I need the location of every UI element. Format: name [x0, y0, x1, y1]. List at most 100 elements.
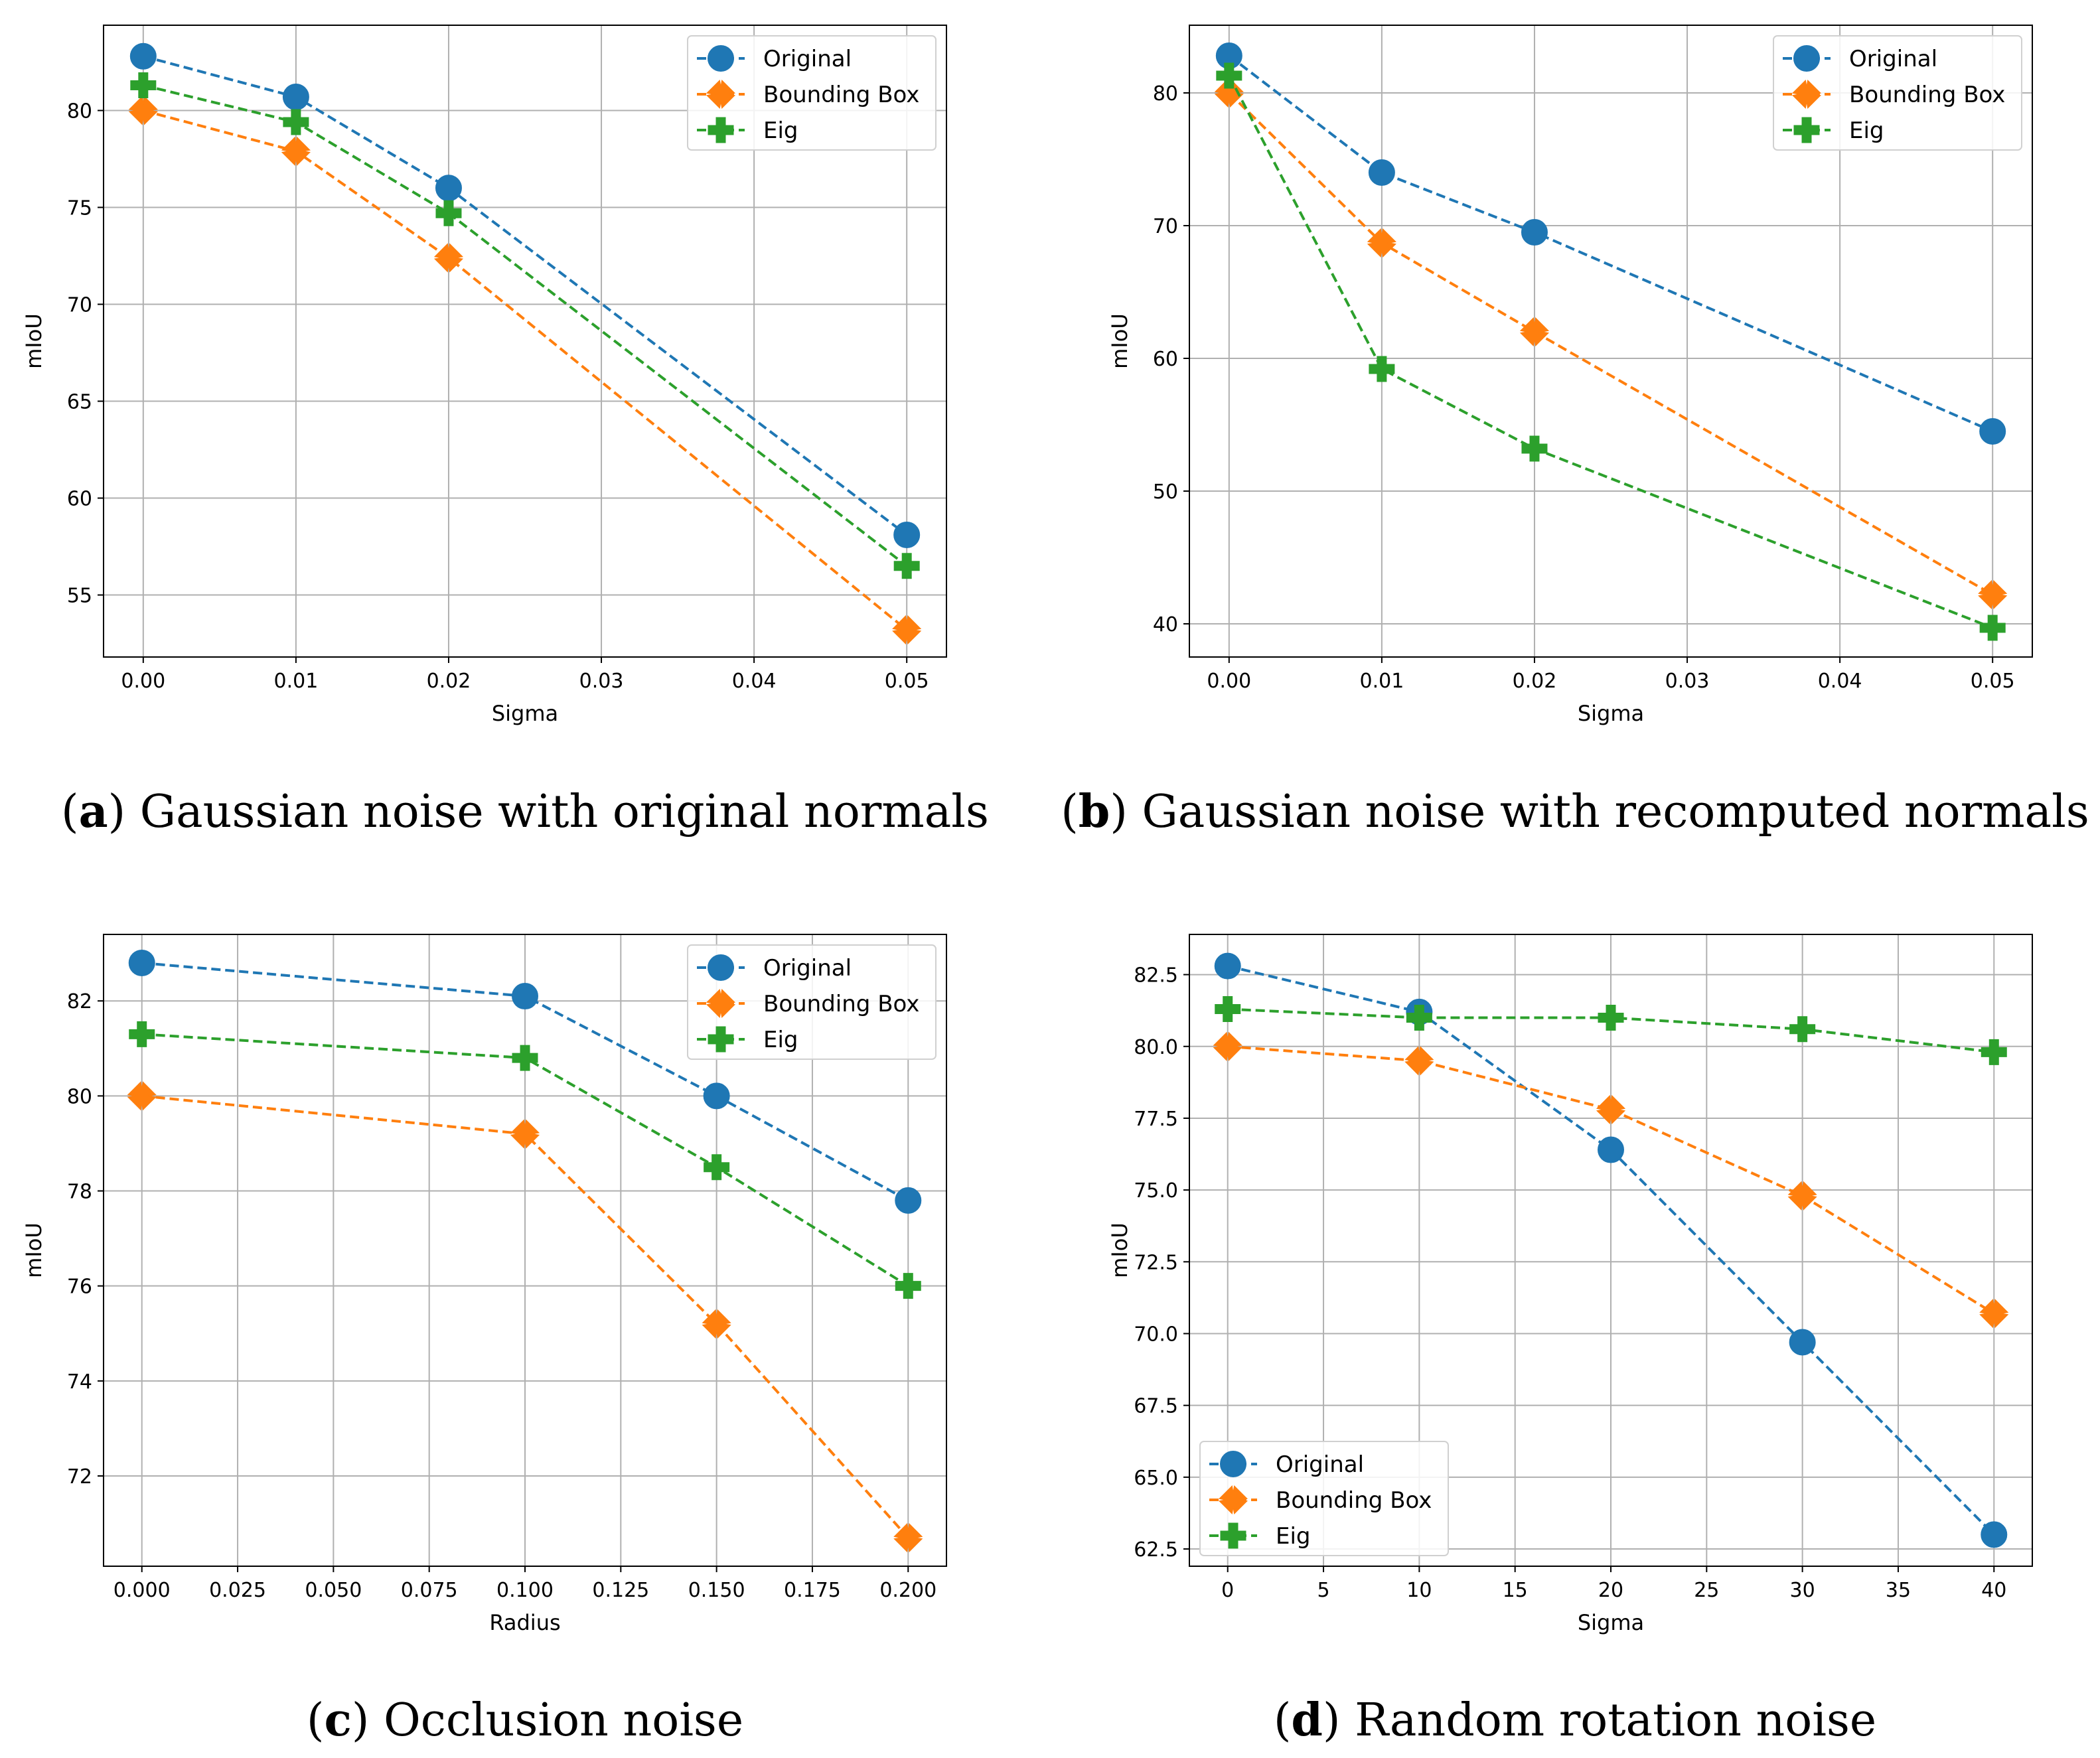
chart-a-series-0-point-3 — [893, 522, 921, 549]
chart-b-xtick-label-3: 0.03 — [1665, 670, 1710, 693]
chart-b-series-0-point-1 — [1368, 159, 1395, 186]
chart-a-series-2-line — [143, 84, 908, 567]
chart-d-series-0-point-2 — [1598, 1136, 1624, 1163]
chart-d-ytick-label-1: 65.0 — [1134, 1467, 1178, 1490]
caption-b-letter: b — [1078, 785, 1110, 838]
chart-a-xtick-label-1: 0.01 — [273, 670, 318, 693]
chart-c-series-0-point-2 — [703, 1082, 730, 1110]
chart-a-series-0-point-1 — [282, 84, 309, 111]
chart-a-legend-marker-0 — [708, 45, 734, 72]
chart-c-legend-marker-1 — [706, 988, 736, 1019]
chart-d-series-1-point-1 — [1404, 1046, 1434, 1076]
chart-b-ytick-label-1: 50 — [1153, 480, 1178, 504]
chart-d-series-2-point-1 — [1406, 1004, 1432, 1031]
chart-d-ytick-label-0: 62.5 — [1134, 1538, 1178, 1562]
chart-b-xtick-label-1: 0.01 — [1359, 670, 1404, 693]
chart-a-series-0-point-2 — [435, 175, 462, 202]
chart-b-xtick-label-4: 0.04 — [1818, 670, 1862, 693]
chart-c-xtick-label-2: 0.050 — [305, 1579, 362, 1602]
chart-d-ytick-label-7: 80.0 — [1134, 1036, 1178, 1059]
chart-b-xtick-label-5: 0.05 — [1971, 670, 2015, 693]
chart-a-legend-label-0: Original — [763, 46, 852, 72]
chart-c-series-1-point-1 — [510, 1119, 540, 1149]
chart-a-series-2-point-3 — [893, 553, 920, 579]
chart-a-series-1-point-2 — [433, 243, 464, 273]
chart-a-xtick-label-3: 0.03 — [579, 670, 624, 693]
chart-a-ytick-label-5: 80 — [67, 100, 92, 123]
chart-c-ytick-label-2: 76 — [67, 1276, 92, 1299]
chart-b-frame — [1189, 25, 2033, 658]
chart-c-frame — [103, 934, 947, 1567]
chart-b-ytick-label-3: 70 — [1153, 215, 1178, 238]
chart-d-legend-label-0: Original — [1276, 1451, 1364, 1478]
chart-b-series-1-point-1 — [1367, 228, 1396, 258]
chart-d-series-2-point-3 — [1789, 1016, 1816, 1043]
chart-d-legend: Original Bounding Box Eig — [1199, 1441, 1449, 1556]
chart-c-ytick-label-1: 74 — [67, 1370, 92, 1394]
chart-a-ytick-label-2: 65 — [67, 391, 92, 414]
chart-a-legend-label-1: Bounding Box — [763, 82, 919, 108]
chart-d-series-1-point-2 — [1596, 1094, 1626, 1125]
chart-c-series-1-point-0 — [127, 1081, 157, 1111]
chart-b-legend-label-0: Original — [1849, 46, 1937, 72]
chart-c-series-2-point-0 — [129, 1021, 155, 1047]
chart-c-legend-label-0: Original — [763, 955, 852, 982]
chart-c-ytick-label-5: 82 — [67, 990, 92, 1013]
chart-c-series-1-point-3 — [893, 1522, 923, 1553]
chart-c-series-2-point-3 — [895, 1273, 921, 1299]
chart-c-legend-marker-2 — [708, 1026, 734, 1053]
chart-a-series-1-point-0 — [128, 96, 158, 125]
chart-b-legend-label-1: Bounding Box — [1849, 82, 2005, 108]
chart-d-xtick-label-5: 25 — [1694, 1579, 1719, 1602]
caption-b: (b) Gaussian noise with recomputed norma… — [1061, 785, 2089, 838]
chart-d-xtick-label-4: 20 — [1598, 1579, 1623, 1602]
chart-c-xtick-label-3: 0.075 — [401, 1579, 458, 1602]
chart-c-series-2-point-1 — [512, 1045, 538, 1071]
chart-d-xtick-label-7: 35 — [1886, 1579, 1911, 1602]
chart-d-series-2-point-4 — [1981, 1039, 2007, 1065]
chart-b-series-2-point-2 — [1521, 435, 1548, 462]
chart-c-xtick-label-0: 0.000 — [113, 1579, 171, 1602]
chart-d-xtick-label-6: 30 — [1790, 1579, 1815, 1602]
chart-a-legend-box — [687, 35, 937, 151]
chart-c-series-2-line — [141, 1033, 909, 1287]
chart-a-ylabel: mIoU — [21, 313, 46, 369]
chart-a-legend-marker-2 — [708, 117, 734, 143]
chart-c-ytick-label-4: 80 — [67, 1085, 92, 1108]
chart-a-series-0-point-0 — [129, 42, 157, 70]
chart-d: 0 5 10 15 20 25 30 35 40 62.5 65.0 67.5 70.0 72.5 75.0… — [1107, 934, 2033, 1635]
caption-d: (d) Random rotation noise — [1273, 1694, 1877, 1747]
chart-a-xtick-label-2: 0.02 — [427, 670, 471, 693]
chart-b-series-2-point-1 — [1369, 356, 1395, 382]
chart-a-series-1-point-1 — [281, 136, 311, 166]
chart-d-ytick-label-4: 72.5 — [1134, 1251, 1178, 1274]
chart-c-series-2-point-2 — [704, 1154, 730, 1181]
chart-c-legend-marker-0 — [708, 954, 734, 981]
chart-d-legend-marker-0 — [1220, 1451, 1246, 1477]
chart-b-series-0-point-2 — [1521, 219, 1548, 246]
chart-b-xlabel: Sigma — [1578, 701, 1644, 726]
chart-c-legend-label-2: Eig — [763, 1027, 798, 1053]
chart-b-legend-marker-2 — [1793, 117, 1820, 143]
chart-c-series-0-point-0 — [128, 949, 155, 976]
chart-b-series-2-point-3 — [1979, 615, 2006, 641]
chart-c-ylabel: mIoU — [21, 1222, 46, 1278]
chart-c-xtick-label-7: 0.175 — [784, 1579, 841, 1602]
chart-c-series-1-point-2 — [702, 1309, 731, 1339]
chart-b-legend: Original Bounding Box Eig — [1773, 35, 2022, 151]
chart-a-series-2-point-2 — [435, 200, 462, 226]
chart-a-ytick-label-3: 70 — [67, 294, 92, 317]
caption-c-letter: c — [324, 1694, 352, 1747]
chart-b-series-0-point-3 — [1979, 418, 2006, 445]
caption-b-text: Gaussian noise with recomputed normals — [1142, 786, 2089, 838]
chart-b-series-2-point-0 — [1216, 62, 1242, 89]
chart-a-ytick-label-0: 55 — [67, 585, 92, 608]
chart-c-xtick-label-5: 0.125 — [592, 1579, 649, 1602]
chart-d-series-1-point-4 — [1979, 1299, 2009, 1329]
chart-d-ytick-label-8: 82.5 — [1134, 964, 1178, 988]
chart-a-series-2-point-1 — [283, 109, 309, 135]
chart-d-series-1-point-0 — [1213, 1031, 1242, 1061]
caption-a-text: Gaussian noise with original normals — [139, 786, 989, 838]
chart-d-ytick-label-2: 67.5 — [1134, 1395, 1178, 1418]
